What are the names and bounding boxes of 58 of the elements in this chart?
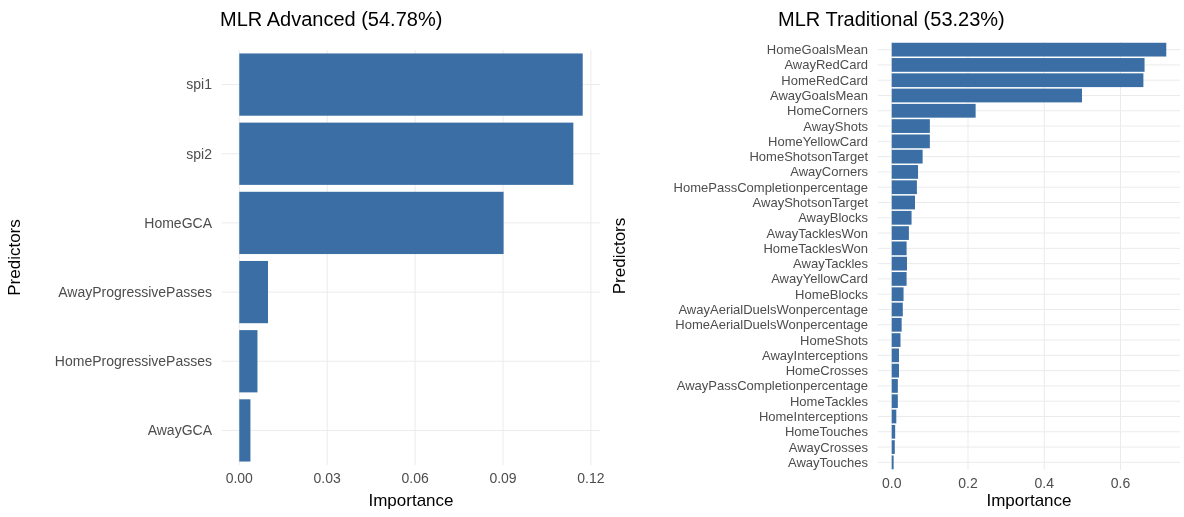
y-tick-label: AwayTouches	[788, 454, 869, 470]
x-tick-label: 0.06	[401, 470, 429, 486]
y-tick-label: AwayShots	[803, 118, 869, 134]
bar	[239, 260, 268, 324]
bar	[239, 122, 574, 185]
y-tick-label: HomeGCA	[144, 214, 213, 231]
bar	[239, 53, 583, 116]
y-tick-label: spi2	[186, 145, 213, 162]
y-tick-label: AwayTacklesWon	[766, 225, 868, 241]
bar	[891, 302, 903, 317]
y-tick-label: AwayInterceptions	[762, 347, 869, 363]
y-tick-label: AwayCrosses	[788, 439, 869, 455]
y-tick-label: AwayBlocks	[798, 210, 869, 226]
y-tick-label: HomeBlocks	[795, 286, 869, 302]
y-tick-label: HomePassCompletionpercentage	[673, 179, 868, 195]
y-tick-label: HomeAerialDuelsWonpercentage	[675, 317, 868, 333]
y-tick-label: HomeGoalsMean	[766, 42, 868, 58]
y-tick-label: AwayGoalsMean	[769, 88, 868, 104]
x-tick-label: 0.6	[1110, 475, 1131, 491]
chart-title: MLR Traditional (53.23%)	[778, 8, 1005, 30]
x-tick-label: 0.03	[313, 470, 342, 486]
chart-title: MLR Advanced (54.78%)	[220, 8, 443, 30]
y-tick-label: HomeShotsonTarget	[749, 149, 869, 165]
y-tick-label: AwayGCA	[147, 422, 213, 439]
y-tick-label: HomeTouches	[784, 424, 869, 440]
x-tick-label: 0.00	[225, 470, 254, 486]
y-tick-label: HomeCorners	[787, 103, 869, 119]
y-tick-label: HomeProgressivePasses	[54, 353, 212, 370]
y-tick-label: AwayYellowCard	[771, 271, 868, 287]
y-tick-label: AwayShotsonTarget	[752, 195, 869, 211]
y-tick-label: AwayPassCompletionpercentage	[676, 378, 868, 394]
bar	[891, 195, 915, 210]
bar	[891, 88, 1082, 103]
bar	[239, 191, 504, 255]
x-tick-label: 0.12	[577, 470, 605, 486]
y-tick-label: AwayTackles	[793, 256, 869, 272]
y-tick-label: AwayProgressivePasses	[58, 283, 212, 300]
x-axis-title: Importance	[368, 491, 454, 510]
y-tick-label: HomeCrosses	[785, 363, 869, 379]
y-tick-label: HomeTacklesWon	[763, 240, 868, 256]
y-tick-label: HomeShots	[800, 332, 869, 348]
y-tick-label: HomeTackles	[789, 393, 869, 409]
x-tick-label: 0.09	[489, 470, 517, 486]
bar	[239, 399, 251, 462]
bar	[239, 330, 258, 393]
y-tick-label: spi1	[186, 76, 213, 93]
y-tick-label: AwayCorners	[790, 164, 869, 180]
x-axis-title: Importance	[986, 491, 1072, 510]
x-tick-label: 0.4	[1034, 475, 1055, 491]
y-axis-title: Predictors	[610, 217, 629, 295]
y-axis-title: Predictors	[5, 219, 24, 296]
y-tick-label: AwayAerialDuelsWonpercentage	[678, 302, 868, 318]
y-tick-label: HomeYellowCard	[768, 133, 868, 149]
y-tick-label: HomeRedCard	[781, 72, 868, 88]
y-tick-label: AwayRedCard	[784, 57, 868, 73]
x-tick-label: 0.2	[958, 475, 978, 491]
y-tick-label: HomeInterceptions	[758, 409, 869, 425]
x-tick-label: 0.0	[881, 475, 902, 491]
